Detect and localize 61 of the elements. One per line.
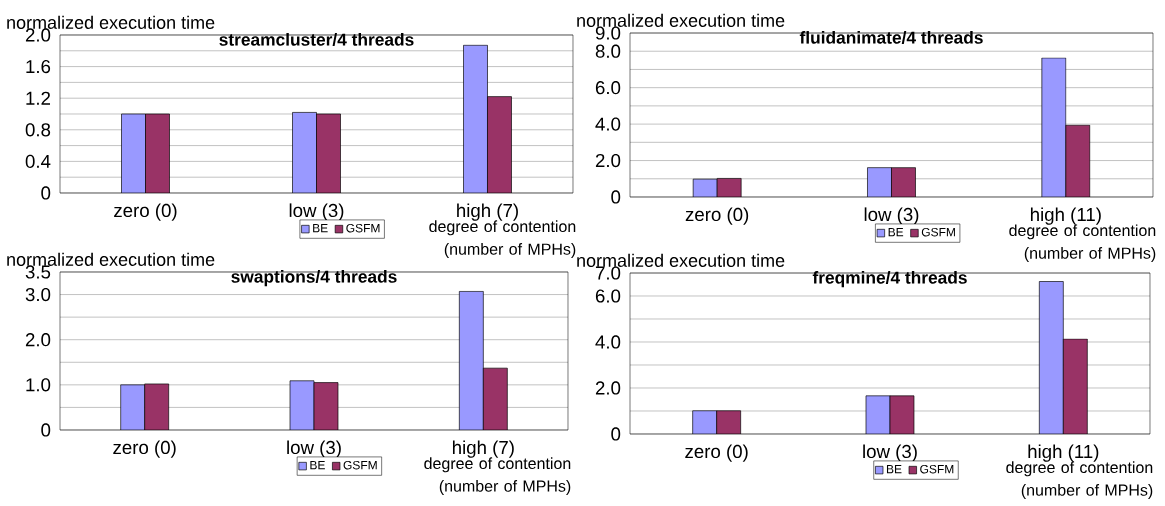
x-tick-label: zero (0) [685,444,748,462]
y-axis-title: normalized execution time [7,15,215,29]
y-tick-label: 0 [611,427,621,441]
y-tick-label: 2.0 [595,381,621,395]
chart-title: swaptions/4 threads [231,270,397,287]
bar [459,291,484,430]
y-tick-label: 9.0 [595,26,621,40]
y-axis-title: normalized execution time [577,253,785,267]
y-tick-label: 6.0 [595,81,621,95]
x-axis-title: degree of contention (number of MPHs) [424,457,571,495]
legend-label: GSFM [346,223,380,233]
y-tick-label: 0.8 [25,123,51,137]
y-axis-title: normalized execution time [7,252,215,266]
y-tick-label: 0 [41,186,51,200]
y-tick-label: 2.0 [25,333,51,347]
y-tick-label: 0 [611,190,621,204]
x-tick-label: zero (0) [114,203,177,221]
x-tick-label: high (11) [1028,444,1099,462]
bar [145,113,170,193]
y-tick-label: 3.0 [25,287,51,302]
y-tick-label: 0 [41,423,51,437]
y-tick-label: 4.0 [595,117,621,131]
x-axis-title: degree of contention (number of MPHs) [429,220,576,258]
y-tick-label: 1.2 [26,91,51,105]
x-tick-label: low (3) [289,203,344,221]
chart-title: freqmine/4 threads [812,271,967,288]
y-tick-label: 4.0 [595,335,621,349]
y-tick-label: 3.5 [25,265,51,279]
x-axis-title: degree of contention (number of MPHs) [1009,224,1156,262]
bar [487,96,512,193]
bar [483,367,508,430]
legend-label: GSFM [343,460,377,470]
legend-label: BE [888,227,904,237]
legend-label: GSFM [921,227,955,237]
legend-label: BE [886,464,902,474]
legend-label: BE [310,460,325,470]
x-tick-label: low (3) [287,440,341,458]
x-tick-label: high (7) [452,440,514,458]
y-tick-label: 2.0 [25,28,51,42]
x-tick-label: high (7) [457,203,518,221]
x-tick-label: high (11) [1030,207,1101,225]
legend-label: BE [313,223,328,233]
x-tick-label: zero (0) [113,440,176,458]
x-tick-label: zero (0) [685,207,749,225]
y-tick-label: 1.0 [26,378,51,392]
bar [120,384,146,430]
y-tick-label: 6.0 [595,289,621,303]
x-tick-label: low (3) [864,207,919,225]
x-axis-title: degree of contention (number of MPHs) [1006,461,1153,499]
y-tick-label: 0.4 [25,154,51,168]
y-tick-label: 1.6 [26,59,51,74]
bar [316,113,341,193]
y-axis-title: normalized execution time [577,13,785,27]
bar [144,383,170,430]
y-tick-label: 8.0 [595,44,621,58]
legend-label: GSFM [920,464,954,474]
y-tick-label: 2.0 [595,153,621,168]
chart-title: streamcluster/4 threads [219,33,414,46]
x-tick-label: low (3) [863,444,917,462]
y-tick-label: 7.0 [595,266,621,280]
chart-title: fluidanimate/4 threads [799,31,983,44]
